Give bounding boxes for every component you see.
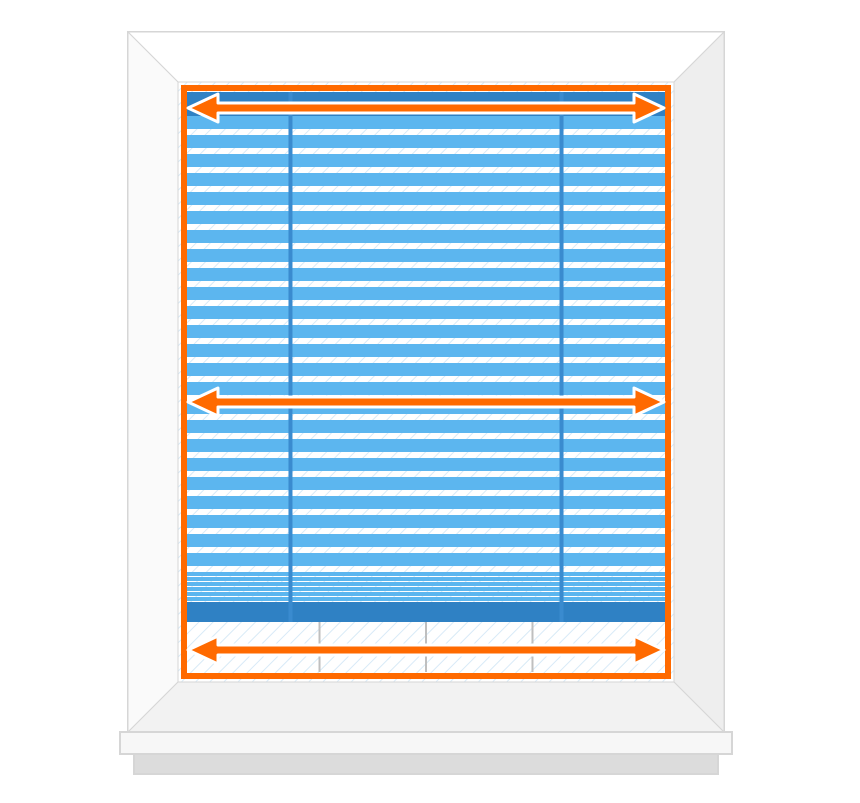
blind-slat	[184, 553, 668, 566]
blind-slat	[184, 287, 668, 300]
blind-slat	[184, 306, 668, 319]
blind-slat	[184, 249, 668, 262]
blind-slat	[184, 325, 668, 338]
frame-bevel-top	[128, 32, 724, 82]
blind-slat	[184, 363, 668, 376]
blind-slat	[184, 173, 668, 186]
blind-slat	[184, 230, 668, 243]
blind-slat	[184, 477, 668, 490]
frame-bevel-right	[674, 32, 724, 732]
blind-slat	[184, 116, 668, 129]
blind-bottom-bar	[184, 602, 668, 622]
blind-slat	[184, 577, 668, 581]
blind-slat	[184, 154, 668, 167]
blind-slat	[184, 268, 668, 281]
blind-slat	[184, 420, 668, 433]
blind-slat	[184, 458, 668, 471]
frame-bevel-left	[128, 32, 178, 732]
window-sill-front	[134, 754, 718, 774]
blind-slat	[184, 135, 668, 148]
blind-slat	[184, 211, 668, 224]
blind-slat	[184, 534, 668, 547]
blind-slat	[184, 192, 668, 205]
blind-slat	[184, 597, 668, 601]
blind-slat	[184, 344, 668, 357]
blind-slat	[184, 572, 668, 576]
blind-slat	[184, 439, 668, 452]
blind-slat	[184, 382, 668, 395]
blind-slat	[184, 496, 668, 509]
window-sill-top	[120, 732, 732, 754]
blind-slat	[184, 582, 668, 586]
frame-bevel-bottom	[128, 682, 724, 732]
blind-slat	[184, 592, 668, 596]
blind-slat	[184, 587, 668, 591]
blind-slat	[184, 515, 668, 528]
